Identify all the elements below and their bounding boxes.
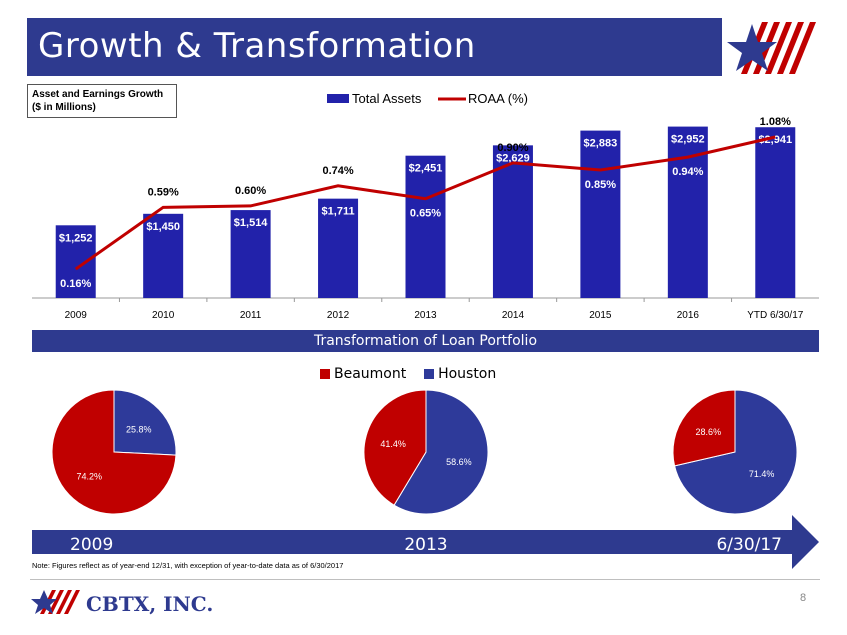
legend-beaumont: Beaumont	[334, 366, 407, 382]
roaa-label: 0.90%	[497, 142, 528, 154]
combo-chart: Total Assets ROAA (%) $1,252 2009 $1,450 2010…	[32, 91, 819, 321]
x-tick-label: YTD 6/30/17	[747, 310, 804, 321]
legend-total-assets-swatch	[327, 94, 349, 103]
bar-total-assets	[318, 198, 359, 298]
bar-label: $1,450	[146, 221, 180, 233]
bar-total-assets	[405, 155, 446, 298]
pie-label-beaumont: 28.6%	[696, 427, 722, 437]
roaa-label: 0.59%	[148, 186, 179, 198]
roaa-label: 0.65%	[410, 208, 441, 220]
x-tick-label: 2011	[240, 310, 262, 321]
x-tick-label: 2015	[589, 310, 612, 321]
bar-label: $1,514	[234, 217, 269, 229]
bar-label: $2,941	[758, 134, 792, 146]
beaumont-swatch	[320, 369, 330, 379]
timeline-label-2009: 2009	[70, 535, 113, 555]
star-emblem-icon	[722, 18, 819, 76]
bar-label: $2,883	[584, 138, 618, 150]
legend-roaa: ROAA (%)	[468, 91, 528, 106]
pie-legend: Beaumont Houston	[320, 366, 496, 382]
loan-portfolio-band: Transformation of Loan Portfolio	[32, 330, 819, 352]
page-number: 8	[800, 592, 807, 604]
bar-total-assets	[55, 225, 96, 298]
pie-slice-beaumont	[672, 389, 736, 467]
x-tick-label: 2016	[677, 310, 700, 321]
roaa-label: 0.74%	[322, 165, 353, 177]
pie-charts: 25.8% 74.2% 58.6% 41.4% 71.4% 28.6% 2009 2013 6/…	[32, 389, 819, 569]
pie-slice-beaumont	[363, 389, 427, 506]
bar-label: $1,711	[322, 206, 355, 218]
x-tick-label: 2014	[502, 310, 525, 321]
subtitle-line-2: ($ in Millions)	[32, 102, 96, 113]
bar-label: $2,451	[409, 163, 443, 175]
x-tick-label: 2009	[65, 310, 88, 321]
roaa-label: 0.16%	[60, 278, 91, 290]
roaa-label: 1.08%	[760, 116, 791, 128]
subtitle-line-1: Asset and Earnings Growth	[32, 89, 164, 100]
cbtx-logo-text: CBTX, INC.	[86, 592, 214, 616]
bar-label: $2,952	[671, 134, 705, 146]
bar-total-assets	[492, 145, 533, 298]
roaa-line	[74, 135, 776, 271]
footnote: Note: Figures reflect as of year-end 12/…	[32, 561, 344, 570]
legend-total-assets: Total Assets	[352, 91, 422, 106]
pie-slice-houston	[393, 389, 489, 515]
pie-label-houston: 71.4%	[749, 469, 775, 479]
pie-slice-beaumont	[51, 389, 177, 515]
bar-total-assets	[143, 213, 184, 298]
x-tick-label: 2013	[414, 310, 437, 321]
bar-total-assets	[580, 130, 621, 298]
pie-label-beaumont: 74.2%	[77, 471, 103, 481]
bar-total-assets	[667, 126, 708, 298]
pie-label-beaumont: 41.4%	[380, 439, 406, 449]
bar-label: $1,252	[59, 232, 93, 244]
timeline-label-2013: 2013	[404, 535, 447, 555]
bar-total-assets	[755, 127, 796, 298]
chart-subtitle-box: Asset and Earnings Growth ($ in Millions…	[27, 84, 177, 118]
pie-label-houston: 58.6%	[446, 457, 472, 467]
legend-houston: Houston	[438, 366, 497, 382]
houston-swatch	[424, 369, 435, 379]
roaa-label: 0.94%	[672, 166, 703, 178]
timeline-label-6-30-17: 6/30/17	[716, 535, 782, 555]
pie-slice-houston	[113, 389, 177, 456]
pie-slice-houston	[673, 389, 798, 515]
pie-label-houston: 25.8%	[126, 425, 152, 435]
bar-label: $2,629	[496, 152, 530, 164]
x-tick-label: 2012	[327, 310, 350, 321]
footer-divider	[30, 579, 820, 580]
roaa-label: 0.60%	[235, 185, 266, 197]
title-bar	[27, 18, 819, 76]
timeline-arrow	[32, 515, 819, 569]
bar-total-assets	[230, 210, 271, 298]
roaa-label: 0.85%	[585, 179, 616, 191]
page-title: Growth & Transformation	[38, 26, 476, 66]
cbtx-logo-icon	[31, 590, 80, 614]
x-tick-label: 2010	[152, 310, 175, 321]
